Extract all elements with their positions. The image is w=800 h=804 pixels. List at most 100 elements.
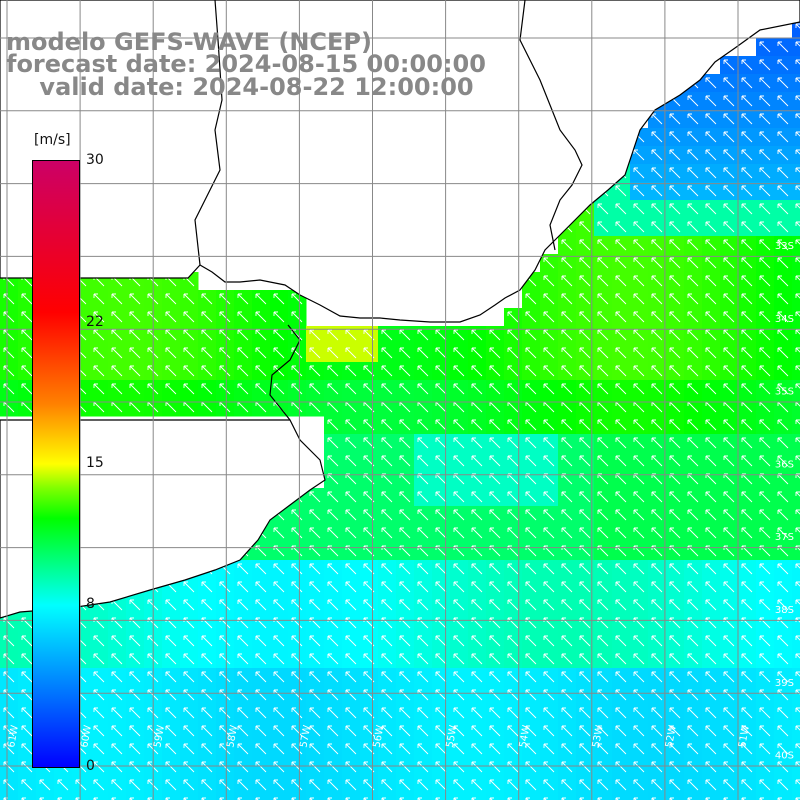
wind-arrow (795, 95, 800, 101)
wind-arrow (723, 743, 735, 755)
wind-arrow (489, 365, 501, 377)
wind-arrow (219, 347, 231, 359)
wind-arrow (651, 779, 663, 791)
wind-arrow (525, 599, 537, 611)
wind-arrow (111, 311, 123, 323)
wind-arrow (237, 635, 249, 647)
wind-arrow (561, 437, 573, 449)
wind-arrow (507, 455, 519, 467)
wind-arrow (633, 707, 645, 719)
wind-arrow (237, 311, 249, 323)
wind-arrow (633, 293, 645, 305)
wind-arrow (21, 293, 33, 305)
latitude-label: 33S (775, 241, 794, 252)
wind-arrow (597, 743, 609, 755)
wind-arrow (489, 653, 501, 665)
wind-arrow (273, 725, 285, 737)
wind-arrow (417, 347, 429, 359)
wind-arrow (219, 311, 231, 323)
wind-arrow (291, 563, 303, 575)
wind-arrow (525, 653, 537, 665)
land-mass (0, 0, 800, 323)
wind-arrow (201, 581, 213, 593)
wind-arrow (453, 581, 465, 593)
wind-arrow (777, 239, 789, 251)
wind-arrow (669, 707, 681, 719)
wind-arrow (561, 509, 573, 521)
wind-arrow (633, 653, 645, 665)
wind-arrow (237, 743, 249, 755)
wind-arrow (669, 131, 681, 143)
wind-arrow (579, 653, 591, 665)
wind-arrow (669, 725, 681, 737)
wind-arrow (327, 563, 339, 575)
wind-arrow (399, 383, 411, 395)
wind-arrow (705, 491, 717, 503)
wind-arrow (219, 653, 231, 665)
wind-arrow (273, 599, 285, 611)
wind-arrow (615, 329, 627, 341)
wind-arrow (543, 761, 555, 773)
wind-arrow (579, 293, 591, 305)
wind-arrow (615, 455, 627, 467)
wind-arrow (723, 311, 735, 323)
wind-speed-cell (792, 686, 800, 705)
wind-arrow (93, 653, 105, 665)
wind-arrow (741, 257, 753, 269)
wind-arrow (453, 635, 465, 647)
wind-arrow (111, 365, 123, 377)
wind-arrow (345, 347, 357, 359)
wind-arrow (255, 743, 267, 755)
latitude-label: 36S (775, 459, 794, 470)
wind-arrow (741, 671, 753, 683)
wind-arrow (291, 725, 303, 737)
wind-arrow (561, 635, 573, 647)
wind-arrow (723, 491, 735, 503)
wind-arrow (777, 347, 789, 359)
wind-arrow (633, 779, 645, 791)
wind-arrow (93, 779, 105, 791)
wind-arrow (255, 365, 267, 377)
wind-arrow (291, 599, 303, 611)
wind-arrow (723, 149, 735, 161)
wind-arrow (399, 329, 411, 341)
wind-speed-cell (792, 434, 800, 453)
wind-arrow (165, 311, 177, 323)
wind-arrow (381, 671, 393, 683)
wind-arrow (543, 653, 555, 665)
wind-arrow (687, 365, 699, 377)
wind-arrow (129, 383, 141, 395)
wind-speed-cell (108, 794, 127, 804)
wind-arrow (255, 671, 267, 683)
wind-speed-cell (792, 344, 800, 363)
wind-arrow (561, 419, 573, 431)
wind-arrow (381, 437, 393, 449)
wind-arrow (219, 365, 231, 377)
wind-arrow (399, 347, 411, 359)
wind-arrow (399, 581, 411, 593)
wind-arrow (705, 671, 717, 683)
wind-arrow (273, 743, 285, 755)
wind-arrow (687, 275, 699, 287)
wind-arrow (795, 59, 800, 65)
wind-arrow (435, 491, 447, 503)
wind-arrow (669, 761, 681, 773)
wind-arrow (723, 509, 735, 521)
wind-arrow (183, 707, 195, 719)
wind-arrow (21, 671, 33, 683)
longitude-label: 52W (664, 724, 679, 748)
wind-arrow (651, 509, 663, 521)
wind-arrow (471, 743, 483, 755)
wind-arrow (705, 365, 717, 377)
wind-arrow (723, 527, 735, 539)
wind-arrow (651, 581, 663, 593)
wind-arrow (201, 653, 213, 665)
wind-speed-cell (792, 182, 800, 201)
wind-arrow (507, 761, 519, 773)
wind-arrow (435, 761, 447, 773)
wind-arrow (201, 599, 213, 611)
wind-arrow (669, 563, 681, 575)
wind-arrow (759, 581, 771, 593)
wind-arrow (21, 383, 33, 395)
wind-arrow (201, 383, 213, 395)
